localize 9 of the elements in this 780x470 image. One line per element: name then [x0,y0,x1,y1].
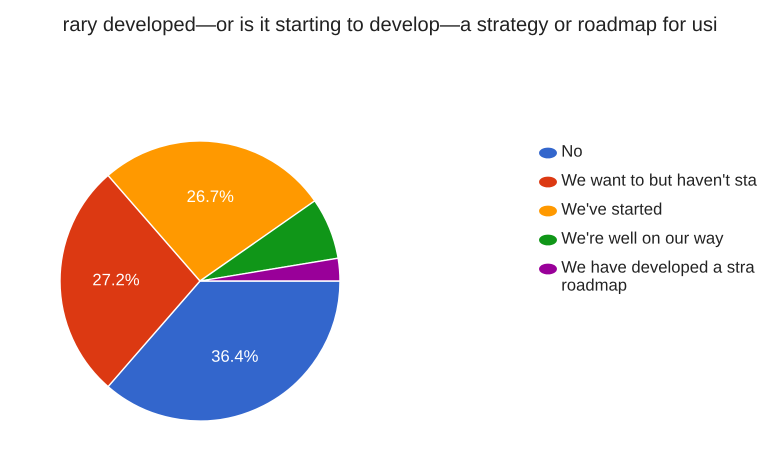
chart-title: rary developed—or is it starting to develop—a strategy or roadmap for usi [64,16,716,36]
legend-label: We're well on our way [561,232,724,248]
data-label: 26.7% [187,190,234,202]
legend-label: We have developed a stra roadmap [561,260,755,294]
legend-label: We've started [561,202,662,215]
data-label: 36.4% [212,350,258,362]
data-label: 27.2% [93,274,140,286]
legend-label: We want to but haven't sta [561,174,757,186]
legend-label: No [562,145,582,157]
